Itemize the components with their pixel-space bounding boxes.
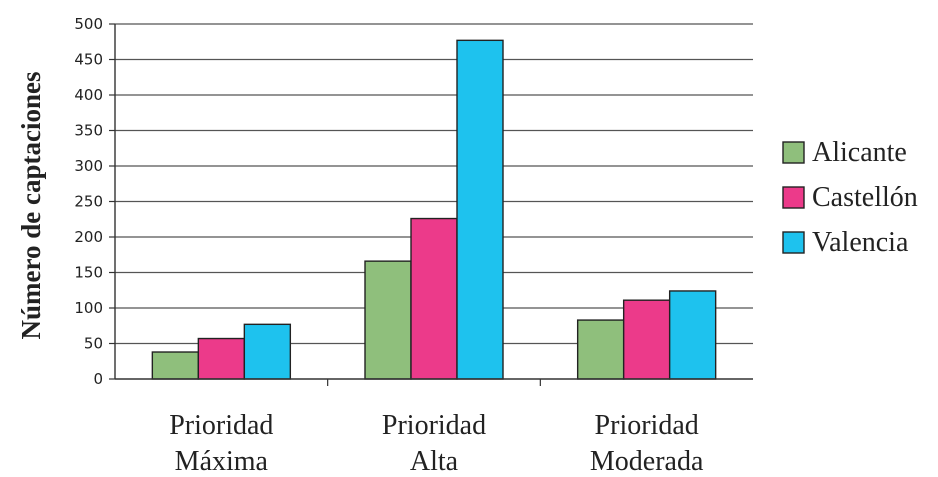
category-label: Máxima bbox=[175, 446, 269, 477]
y-tick-labels: 0 50 100 150 200 250 300 350 400 450 500 bbox=[74, 15, 103, 388]
y-tick-label: 200 bbox=[74, 228, 103, 246]
bar-valencia-3 bbox=[668, 290, 717, 380]
category-label: Moderada bbox=[590, 446, 704, 477]
bar-valencia-2 bbox=[456, 39, 504, 380]
y-tick-label: 450 bbox=[74, 51, 103, 69]
legend-swatch-alicante bbox=[782, 141, 805, 164]
legend-label: Alicante bbox=[812, 137, 907, 168]
category-label: Prioridad bbox=[382, 410, 486, 441]
y-axis-title: Número de captaciones bbox=[16, 72, 46, 340]
y-tick-label: 250 bbox=[74, 193, 103, 211]
y-tick-label: 400 bbox=[74, 86, 103, 104]
bar-alicante-2 bbox=[364, 260, 412, 380]
gridlines bbox=[115, 23, 753, 345]
bar-castellón-1 bbox=[197, 337, 246, 380]
y-tick-label: 300 bbox=[74, 157, 103, 175]
category-label: Alta bbox=[410, 446, 459, 477]
y-tick-label: 100 bbox=[74, 299, 103, 317]
bar-valencia-1 bbox=[243, 323, 292, 380]
bar-alicante-1 bbox=[151, 351, 200, 380]
axes bbox=[109, 23, 753, 386]
legend-swatch-valencia bbox=[782, 231, 805, 254]
category-label: Prioridad bbox=[169, 410, 273, 441]
y-tick-label: 50 bbox=[84, 335, 103, 353]
legend-swatch-castellón bbox=[782, 186, 805, 209]
bars bbox=[151, 39, 717, 380]
category-labels: Prioridad Máxima Prioridad Alta Prioridad Mod… bbox=[169, 410, 704, 477]
y-tick-label: 500 bbox=[74, 15, 103, 33]
category-label: Prioridad bbox=[595, 410, 699, 441]
legend-label: Valencia bbox=[812, 227, 909, 258]
y-tick-label: 150 bbox=[74, 264, 103, 282]
bar-castellón-2 bbox=[410, 217, 458, 380]
y-tick-label: 0 bbox=[93, 370, 103, 388]
bar-alicante-3 bbox=[576, 319, 625, 380]
y-tick-label: 350 bbox=[74, 122, 103, 140]
bar-castellón-3 bbox=[622, 299, 671, 380]
legend: Alicante Castellón Valencia bbox=[782, 137, 918, 258]
legend-label: Castellón bbox=[812, 182, 918, 213]
